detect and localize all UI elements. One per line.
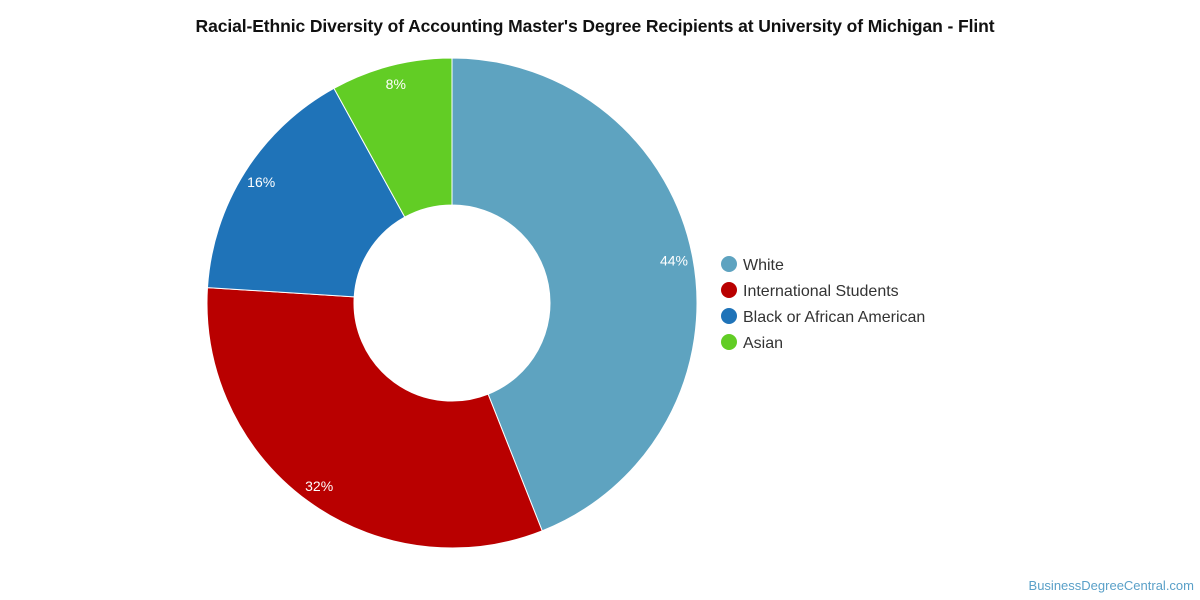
legend: White International Students Black or Afri… (721, 256, 925, 352)
slice-black-or-african-american (206, 87, 406, 298)
legend-swatch (721, 308, 737, 324)
slice-label-asian: 8% (386, 76, 406, 92)
legend-item-international-students[interactable]: International Students (721, 282, 899, 300)
slice-label-international-students: 32% (305, 478, 333, 494)
slice-labels: 44% 32% 16% 8% (247, 76, 688, 494)
donut-slices (206, 57, 698, 549)
legend-label: International Students (743, 283, 899, 300)
legend-swatch (721, 282, 737, 298)
chart-title: Racial-Ethnic Diversity of Accounting Ma… (195, 16, 995, 36)
slice-label-white: 44% (660, 253, 688, 269)
legend-item-white[interactable]: White (721, 256, 784, 274)
legend-item-black-or-african-american[interactable]: Black or African American (721, 308, 925, 326)
slice-white (451, 57, 698, 532)
legend-label: White (743, 257, 784, 274)
legend-label: Black or African American (743, 309, 925, 326)
slice-label-black-or-african-american: 16% (247, 174, 275, 190)
legend-item-asian[interactable]: Asian (721, 334, 783, 352)
watermark: BusinessDegreeCentral.com (1028, 578, 1194, 593)
slice-asian (333, 57, 453, 218)
legend-swatch (721, 256, 737, 272)
legend-label: Asian (743, 335, 783, 352)
legend-swatch (721, 334, 737, 350)
slice-international-students (206, 287, 543, 549)
